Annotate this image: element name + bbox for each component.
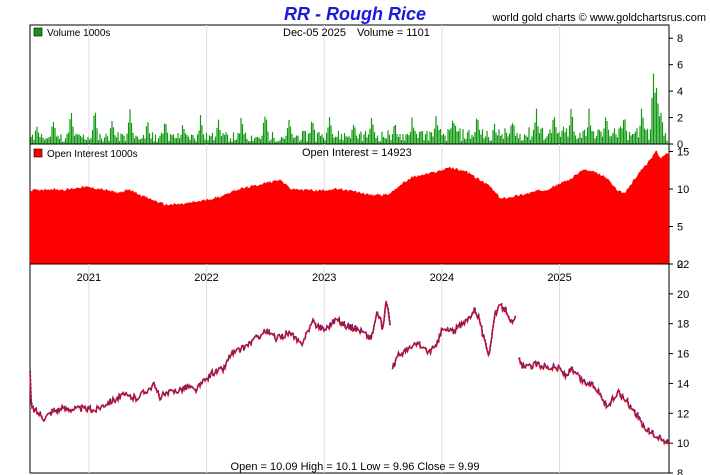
oi-y-tick-label: 10 bbox=[677, 184, 689, 196]
oi-area bbox=[30, 150, 669, 264]
price-y-tick-label: 16 bbox=[677, 349, 689, 361]
volume-y-ticks: 0 2 4 6 8 bbox=[669, 33, 683, 151]
volume-y-tick-label: 8 bbox=[677, 33, 683, 45]
credit-text: world gold charts © www.goldchartsrus.co… bbox=[491, 12, 706, 24]
year-tick-label: 2025 bbox=[547, 272, 571, 284]
price-y-tick-label: 10 bbox=[677, 438, 689, 450]
price-line-up bbox=[392, 302, 517, 369]
volume-legend-label: Volume 1000s bbox=[47, 28, 110, 39]
volume-latest-label: Volume = 1101 bbox=[357, 27, 430, 39]
oi-y-tick-label: 15 bbox=[677, 147, 689, 159]
volume-y-tick-label: 6 bbox=[677, 60, 683, 72]
price-panel-frame bbox=[29, 263, 670, 474]
open-interest-panel: Open Interest 1000s Open Interest = 1492… bbox=[29, 143, 689, 271]
price-y-ticks: 8 10 12 14 16 18 20 22 bbox=[669, 259, 689, 475]
price-y-tick-label: 22 bbox=[677, 259, 689, 271]
year-tick-label: 2022 bbox=[194, 272, 218, 284]
price-line-up bbox=[30, 300, 391, 422]
ohlc-label: Open = 10.09 High = 10.1 Low = 9.96 Clos… bbox=[231, 461, 480, 473]
price-y-tick-label: 8 bbox=[677, 468, 683, 475]
volume-y-tick-label: 0 bbox=[677, 139, 683, 151]
volume-legend-swatch bbox=[33, 27, 43, 37]
volume-panel: Volume 1000s Dec-05 2025 Volume = 1101 0… bbox=[29, 24, 683, 151]
volume-date-label: Dec-05 2025 bbox=[283, 27, 346, 39]
price-y-tick-label: 12 bbox=[677, 408, 689, 420]
oi-latest-label: Open Interest = 14923 bbox=[302, 147, 412, 159]
year-tick-label: 2023 bbox=[312, 272, 336, 284]
price-y-tick-label: 20 bbox=[677, 289, 689, 301]
price-y-tick-label: 18 bbox=[677, 319, 689, 331]
year-tick-label: 2021 bbox=[77, 272, 101, 284]
price-series bbox=[29, 300, 670, 446]
price-y-tick-label: 14 bbox=[677, 378, 689, 390]
volume-y-tick-label: 4 bbox=[677, 86, 683, 98]
volume-y-tick-label: 2 bbox=[677, 113, 683, 125]
oi-y-tick-label: 5 bbox=[677, 222, 683, 234]
price-x-ticks: 2021 2022 2023 2024 2025 bbox=[77, 272, 572, 284]
oi-y-tick-label: 0 bbox=[677, 259, 683, 271]
oi-legend-swatch bbox=[33, 148, 43, 158]
volume-gridlines bbox=[88, 25, 561, 144]
chart-title: RR - Rough Rice bbox=[284, 4, 426, 24]
oi-legend-label: Open Interest 1000s bbox=[47, 149, 138, 160]
oi-y-ticks: 0 5 10 15 bbox=[669, 147, 689, 271]
volume-bars bbox=[30, 73, 668, 144]
year-tick-label: 2024 bbox=[430, 272, 454, 284]
price-line-up bbox=[518, 357, 670, 444]
